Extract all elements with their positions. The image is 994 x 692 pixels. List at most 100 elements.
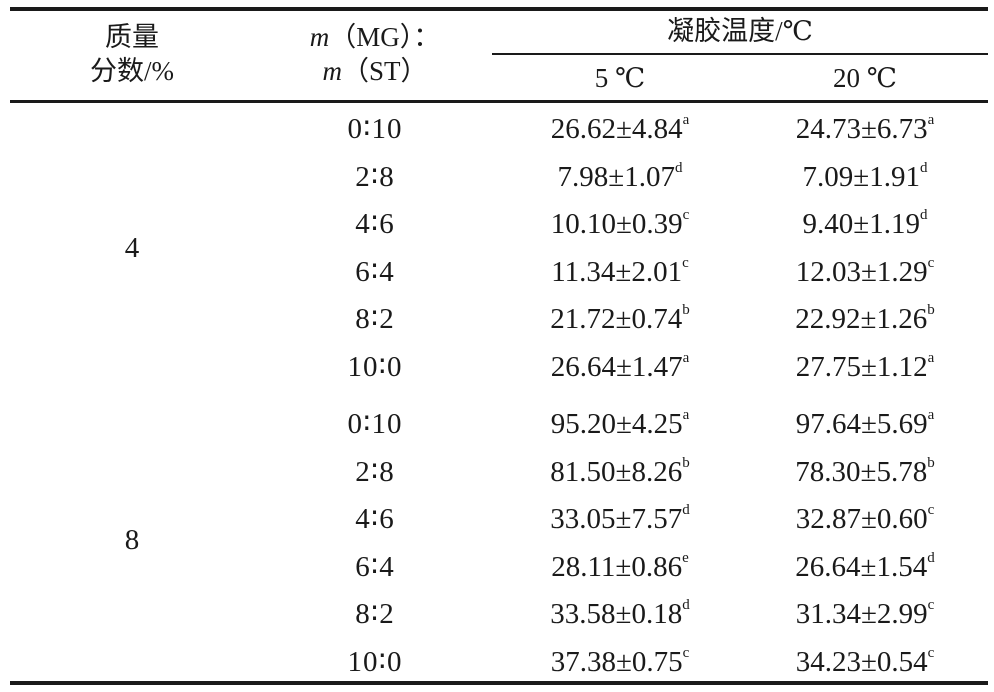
header-rule	[10, 100, 988, 103]
gel-temp-20c-sig: d	[919, 207, 928, 224]
gel-temp-20c-cell: 97.64±5.69a	[750, 408, 980, 440]
gel-temp-20c-cell: 24.73±6.73a	[750, 113, 980, 145]
gel-temp-20c-value: 12.03±1.29	[795, 256, 928, 288]
gel-temp-20c-cell: 26.64±1.54d	[750, 551, 980, 583]
gel-temp-5c-cell: 21.72±0.74b	[505, 303, 735, 335]
gel-temp-20c-sig: c	[927, 645, 935, 662]
header-20c: 20 ℃	[833, 63, 897, 93]
gel-temp-20c-value: 26.64±1.54	[795, 551, 928, 583]
gel-temp-5c-sig: b	[682, 302, 690, 319]
gel-temp-20c-cell: 27.75±1.12a	[750, 351, 980, 383]
ratio-cell: 4∶6	[355, 503, 395, 535]
gel-temp-5c-cell: 33.05±7.57d	[505, 503, 735, 535]
gel-temp-5c-cell: 95.20±4.25a	[505, 408, 735, 440]
gel-temp-5c-sig: c	[682, 645, 690, 662]
gel-temp-5c-sig: a	[682, 407, 690, 424]
gel-temp-5c-cell: 11.34±2.01c	[505, 256, 735, 288]
gel-temp-20c-sig: b	[927, 455, 935, 472]
ratio-cell: 8∶2	[355, 598, 395, 630]
bottom-rule	[10, 681, 988, 685]
gel-temp-5c-sig: a	[682, 350, 690, 367]
ratio-cell: 2∶8	[355, 161, 395, 193]
gel-temp-5c-value: 26.62±4.84	[550, 113, 683, 145]
gel-temp-5c-sig: d	[682, 502, 690, 519]
header-ratio-var1: m	[309, 22, 330, 52]
gel-temp-5c-sig: c	[682, 207, 690, 224]
ratio-cell: 10∶0	[347, 351, 403, 383]
gel-temp-20c-cell: 34.23±0.54c	[750, 646, 980, 678]
header-ratio-rest1: （MG）：	[329, 22, 441, 52]
gel-temp-5c-cell: 37.38±0.75c	[505, 646, 735, 678]
gel-temp-20c-sig: c	[927, 255, 935, 272]
gel-temp-20c-sig: d	[927, 550, 935, 567]
ratio-cell: 2∶8	[355, 456, 395, 488]
gel-temp-20c-cell: 9.40±1.19d	[750, 208, 980, 240]
gel-temp-5c-value: 28.11±0.86	[551, 551, 683, 583]
gel-temp-20c-sig: d	[919, 160, 928, 177]
gel-temp-20c-sig: a	[927, 112, 935, 129]
ratio-cell: 6∶4	[355, 256, 395, 288]
header-ratio-line1: m（MG）：	[270, 21, 480, 53]
mass-fraction-cell: 4	[124, 232, 140, 264]
gel-temp-5c-sig: e	[682, 550, 689, 567]
gel-temp-5c-value: 95.20±4.25	[550, 408, 683, 440]
gel-temp-5c-cell: 10.10±0.39c	[505, 208, 735, 240]
top-rule	[10, 7, 988, 11]
gel-temp-5c-cell: 33.58±0.18d	[505, 598, 735, 630]
gel-temp-20c-value: 31.34±2.99	[795, 598, 928, 630]
ratio-cell: 0∶10	[347, 113, 403, 145]
gel-temp-5c-sig: d	[674, 160, 683, 177]
gel-temp-20c-value: 34.23±0.54	[795, 646, 928, 678]
subheader-rule	[492, 53, 988, 55]
gel-temp-5c-value: 26.64±1.47	[550, 351, 683, 383]
header-ratio-line2: m（ST）	[270, 55, 480, 87]
gel-temp-20c-cell: 7.09±1.91d	[750, 161, 980, 193]
header-5c: 5 ℃	[594, 63, 646, 93]
gel-temp-20c-value: 32.87±0.60	[795, 503, 928, 535]
gel-temp-5c-value: 33.58±0.18	[550, 598, 683, 630]
gel-temp-20c-cell: 22.92±1.26b	[750, 303, 980, 335]
gel-temp-20c-sig: b	[927, 302, 935, 319]
gel-temp-5c-value: 37.38±0.75	[550, 646, 683, 678]
gel-temp-5c-cell: 28.11±0.86e	[505, 551, 735, 583]
gel-temp-20c-sig: c	[927, 502, 935, 519]
gel-temp-5c-value: 21.72±0.74	[550, 303, 683, 335]
gel-temp-5c-sig: c	[682, 255, 689, 272]
gel-temp-20c-cell: 78.30±5.78b	[750, 456, 980, 488]
gel-temp-20c-value: 22.92±1.26	[795, 303, 928, 335]
mass-fraction-cell: 8	[124, 524, 140, 556]
ratio-cell: 8∶2	[355, 303, 395, 335]
gel-temp-20c-cell: 31.34±2.99c	[750, 598, 980, 630]
ratio-cell: 4∶6	[355, 208, 395, 240]
gel-temp-5c-cell: 7.98±1.07d	[505, 161, 735, 193]
gel-temp-5c-value: 81.50±8.26	[550, 456, 683, 488]
gel-temp-5c-value: 11.34±2.01	[551, 256, 683, 288]
gel-temp-5c-sig: d	[682, 597, 690, 614]
ratio-cell: 6∶4	[355, 551, 395, 583]
gel-temp-5c-cell: 26.64±1.47a	[505, 351, 735, 383]
gel-temp-5c-sig: a	[682, 112, 690, 129]
gel-temp-20c-value: 78.30±5.78	[795, 456, 928, 488]
gel-temp-20c-value: 97.64±5.69	[795, 408, 928, 440]
gel-temp-5c-value: 33.05±7.57	[550, 503, 683, 535]
header-ratio-var2: m	[322, 56, 342, 86]
gel-temp-5c-cell: 26.62±4.84a	[505, 113, 735, 145]
header-mass-fraction-line2: 分数/%	[90, 56, 174, 86]
gel-temp-20c-value: 9.40±1.19	[802, 208, 920, 240]
gel-temp-20c-sig: c	[927, 597, 935, 614]
gel-temp-20c-value: 7.09±1.91	[802, 161, 920, 193]
gel-temp-5c-sig: b	[682, 455, 690, 472]
gel-temp-20c-sig: a	[927, 350, 935, 367]
ratio-cell: 0∶10	[347, 408, 403, 440]
gel-temp-20c-cell: 32.87±0.60c	[750, 503, 980, 535]
gel-temp-20c-value: 27.75±1.12	[795, 351, 928, 383]
header-mass-fraction-line1: 质量	[105, 22, 159, 52]
gel-temp-20c-sig: a	[927, 407, 935, 424]
header-gel-temp-group: 凝胶温度/℃	[667, 16, 813, 46]
gel-temp-5c-cell: 81.50±8.26b	[505, 456, 735, 488]
gel-temp-5c-value: 10.10±0.39	[550, 208, 683, 240]
header-ratio-rest2: （ST）	[341, 56, 428, 86]
gel-temp-20c-value: 24.73±6.73	[795, 113, 928, 145]
gel-temp-20c-cell: 12.03±1.29c	[750, 256, 980, 288]
ratio-cell: 10∶0	[347, 646, 403, 678]
